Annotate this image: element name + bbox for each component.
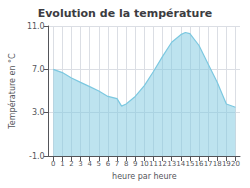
svg-text:7: 7 (115, 160, 119, 168)
svg-text:11.0: 11.0 (27, 22, 45, 31)
svg-text:Evolution de la température: Evolution de la température (38, 7, 213, 20)
svg-text:10: 10 (140, 160, 149, 168)
svg-text:7.0: 7.0 (32, 65, 45, 74)
svg-text:Température en °C: Température en °C (7, 53, 17, 130)
svg-text:2: 2 (69, 160, 73, 168)
svg-text:13: 13 (167, 160, 176, 168)
svg-text:3.0: 3.0 (32, 108, 45, 117)
svg-text:11: 11 (149, 160, 158, 168)
svg-text:0: 0 (51, 160, 55, 168)
svg-text:17: 17 (204, 160, 213, 168)
svg-text:16: 16 (195, 160, 204, 168)
svg-text:5: 5 (97, 160, 101, 168)
svg-text:heure par heure: heure par heure (112, 172, 177, 181)
svg-text:4: 4 (87, 160, 92, 168)
svg-text:12: 12 (158, 160, 167, 168)
svg-text:-1.0: -1.0 (29, 152, 45, 161)
svg-text:20: 20 (231, 160, 240, 168)
svg-text:18: 18 (213, 160, 222, 168)
svg-text:3: 3 (78, 160, 82, 168)
svg-text:6: 6 (106, 160, 111, 168)
svg-text:9: 9 (133, 160, 137, 168)
svg-text:8: 8 (124, 160, 128, 168)
svg-text:1: 1 (60, 160, 64, 168)
svg-text:14: 14 (176, 160, 185, 168)
svg-text:19: 19 (222, 160, 231, 168)
svg-text:15: 15 (185, 160, 194, 168)
